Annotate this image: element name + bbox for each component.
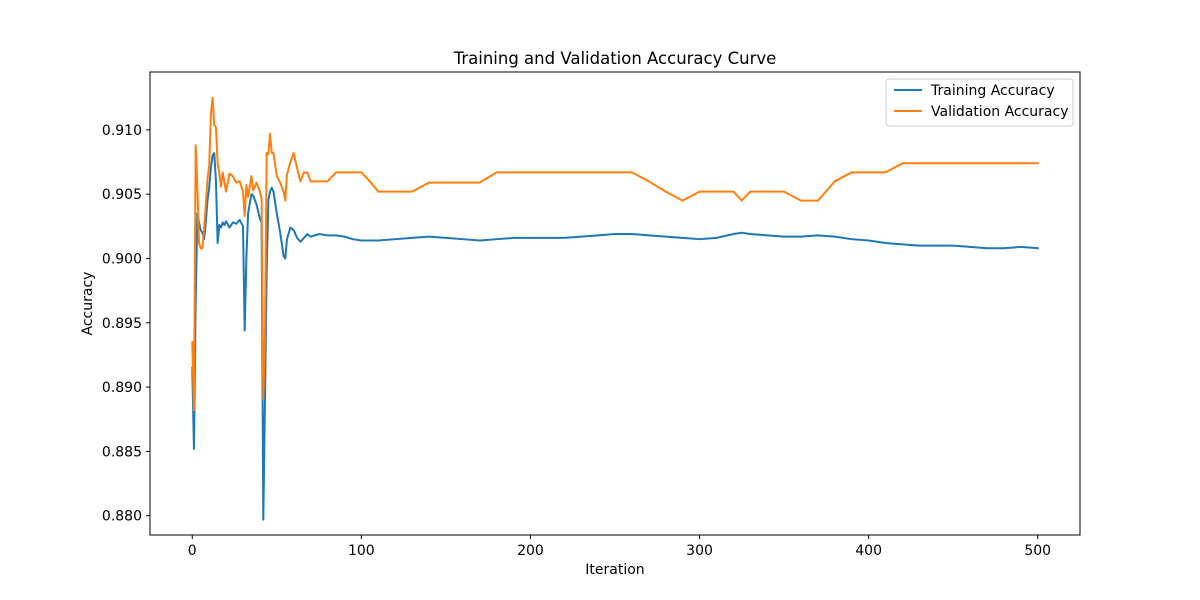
series-line-validation [191,96,1039,412]
y-tick-label: 0.885 [102,444,142,460]
y-tick-label: 0.890 [102,380,142,396]
x-tick-label: 0 [188,543,197,559]
legend-label-validation: Validation Accuracy [931,104,1069,120]
legend-label-training: Training Accuracy [930,83,1055,99]
y-tick-label: 0.895 [102,316,142,332]
x-axis: 0 100 200 300 400 500 [188,535,1051,559]
x-tick-label: 200 [517,543,544,559]
legend: Training Accuracy Validation Accuracy [885,78,1074,127]
x-tick-label: 300 [686,543,713,559]
series-line-training [191,152,1039,521]
x-tick-label: 500 [1024,543,1051,559]
y-axis: 0.880 0.885 0.890 0.895 0.900 0.905 0.910 [102,123,150,525]
x-axis-title: Iteration [585,562,644,578]
chart-title: Training and Validation Accuracy Curve [453,49,777,68]
legend-box [885,78,1074,127]
y-tick-label: 0.905 [102,187,142,203]
y-tick-label: 0.910 [102,123,142,139]
y-axis-title: Accuracy [80,272,96,336]
y-tick-label: 0.900 [102,251,142,267]
plot-frame [149,71,1081,536]
plot-lines [191,96,1039,521]
x-tick-label: 100 [348,543,375,559]
x-tick-label: 400 [855,543,882,559]
y-tick-label: 0.880 [102,509,142,525]
